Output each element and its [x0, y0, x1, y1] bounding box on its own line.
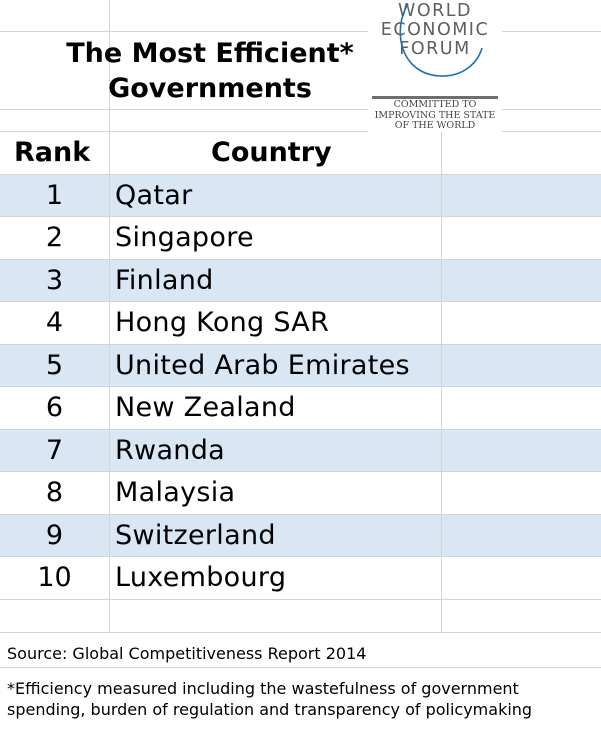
grid-line	[109, 0, 110, 633]
grid-line	[0, 31, 601, 32]
logo-tagline-2: IMPROVING THE STATE	[374, 109, 496, 121]
grid-line	[0, 301, 601, 302]
country-cell: Switzerland	[115, 520, 276, 551]
logo-text-world: WORLD	[398, 1, 472, 21]
column-header-country: Country	[211, 137, 332, 168]
rank-cell: 9	[45, 520, 64, 551]
country-cell: New Zealand	[115, 392, 296, 423]
grid-line	[0, 667, 601, 668]
grid-line	[0, 386, 601, 387]
grid-line	[0, 556, 601, 557]
column-header-rank: Rank	[14, 137, 91, 168]
table-row: 2 Singapore	[0, 217, 601, 259]
footnote: *Efficiency measured including the waste…	[7, 679, 533, 719]
table-row: 7 Rwanda	[0, 430, 601, 472]
world-economic-forum-logo: WORLD ECONOMIC FORUM COMMITTED TO IMPROV…	[368, 0, 502, 132]
grid-line	[0, 131, 601, 132]
logo-tagline-3: OF THE WORLD	[394, 120, 476, 131]
logo-text-economic: ECONOMIC	[380, 20, 490, 40]
logo-text-forum: FORUM	[399, 39, 471, 59]
rank-cell: 5	[45, 350, 64, 381]
logo-arc-icon	[399, 3, 483, 77]
table-row: 4 Hong Kong SAR	[0, 302, 601, 344]
country-cell: Qatar	[115, 180, 193, 211]
grid-line	[0, 599, 601, 600]
rank-cell: 4	[45, 307, 64, 338]
table-row: 5 United Arab Emirates	[0, 345, 601, 387]
grid-line	[0, 216, 601, 217]
grid-line	[0, 174, 601, 175]
country-cell: Luxembourg	[115, 562, 287, 593]
logo-tagline-1: COMMITTED TO	[393, 99, 477, 110]
country-cell: Singapore	[115, 222, 254, 253]
logo-tagline: COMMITTED TO IMPROVING THE STATE OF THE …	[368, 99, 502, 132]
grid-line	[441, 0, 442, 633]
grid-line	[0, 514, 601, 515]
rank-cell: 10	[37, 562, 72, 593]
rank-cell: 2	[45, 222, 64, 253]
grid-line	[0, 471, 601, 472]
title-line-1: The Most Efficient*	[66, 38, 354, 69]
logo-divider	[372, 96, 498, 99]
grid-line	[0, 109, 601, 110]
country-cell: United Arab Emirates	[115, 350, 410, 381]
page-title: The Most Efficient* Governments	[60, 36, 360, 106]
grid-line	[0, 259, 601, 260]
country-cell: Rwanda	[115, 435, 225, 466]
country-cell: Hong Kong SAR	[115, 307, 330, 338]
table-row: 1 Qatar	[0, 175, 601, 217]
rank-cell: 6	[45, 392, 64, 423]
table-row: 9 Switzerland	[0, 515, 601, 557]
grid-line	[0, 632, 601, 633]
source-note: Source: Global Competitiveness Report 20…	[7, 644, 367, 663]
title-line-2: Governments	[108, 73, 312, 104]
table-row: 3 Finland	[0, 260, 601, 302]
rank-cell: 1	[45, 180, 64, 211]
grid-line	[0, 429, 601, 430]
table-row: 6 New Zealand	[0, 387, 601, 429]
rank-cell: 8	[45, 477, 64, 508]
country-cell: Finland	[115, 265, 214, 296]
table-row: 10 Luxembourg	[0, 557, 601, 599]
grid-line	[0, 344, 601, 345]
country-cell: Malaysia	[115, 477, 236, 508]
rank-cell: 7	[45, 435, 64, 466]
rank-cell: 3	[45, 265, 64, 296]
table-row: 8 Malaysia	[0, 472, 601, 514]
